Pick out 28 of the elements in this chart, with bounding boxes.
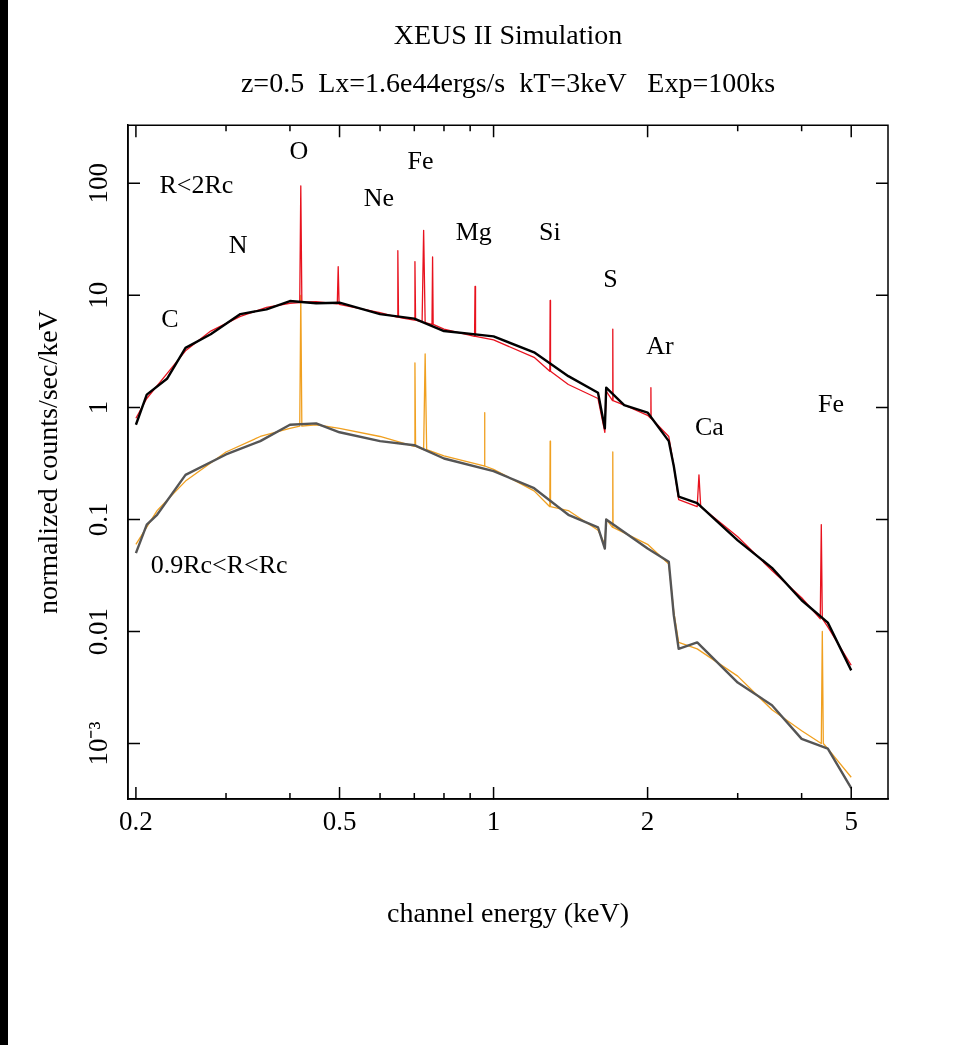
y-tick-label: 100 bbox=[83, 163, 114, 204]
x-tick-label: 1 bbox=[486, 806, 501, 837]
x-tick-label: 0.2 bbox=[119, 806, 153, 837]
y-tick-label: 10⁻³ bbox=[83, 721, 114, 766]
chart-title: XEUS II Simulation bbox=[393, 19, 623, 51]
annotation: Ne bbox=[363, 183, 394, 213]
annotation: C bbox=[161, 304, 179, 334]
annotation: Si bbox=[538, 216, 561, 246]
x-axis-title: channel energy (keV) bbox=[386, 896, 630, 928]
y-tick-label: 0.1 bbox=[83, 502, 114, 537]
annotation: S bbox=[603, 264, 618, 293]
y-tick-label: 1 bbox=[83, 400, 114, 415]
y-tick-label: 0.01 bbox=[83, 607, 114, 656]
x-tick-label: 2 bbox=[640, 806, 655, 837]
annotation: Fe bbox=[818, 388, 844, 418]
x-tick-label: 0.5 bbox=[322, 806, 357, 837]
annotation: Fe bbox=[407, 146, 434, 176]
annotation: Ca bbox=[694, 412, 725, 442]
annotation: Mg bbox=[455, 216, 492, 246]
y-tick-label: 10 bbox=[83, 281, 114, 309]
annotation: R<2Rc bbox=[159, 169, 234, 199]
chart-subtitle: z=0.5 Lx=1.6e44ergs/s kT=3keV Exp=100ks bbox=[240, 66, 776, 98]
annotation: 0.9Rc<R<Rc bbox=[150, 550, 288, 580]
y-axis-title: normalized counts/sec/keV bbox=[32, 310, 64, 615]
annotation: Ar bbox=[646, 331, 675, 361]
annotation: N bbox=[228, 230, 248, 260]
x-tick-label: 5 bbox=[844, 806, 858, 837]
annotation: O bbox=[289, 135, 309, 165]
